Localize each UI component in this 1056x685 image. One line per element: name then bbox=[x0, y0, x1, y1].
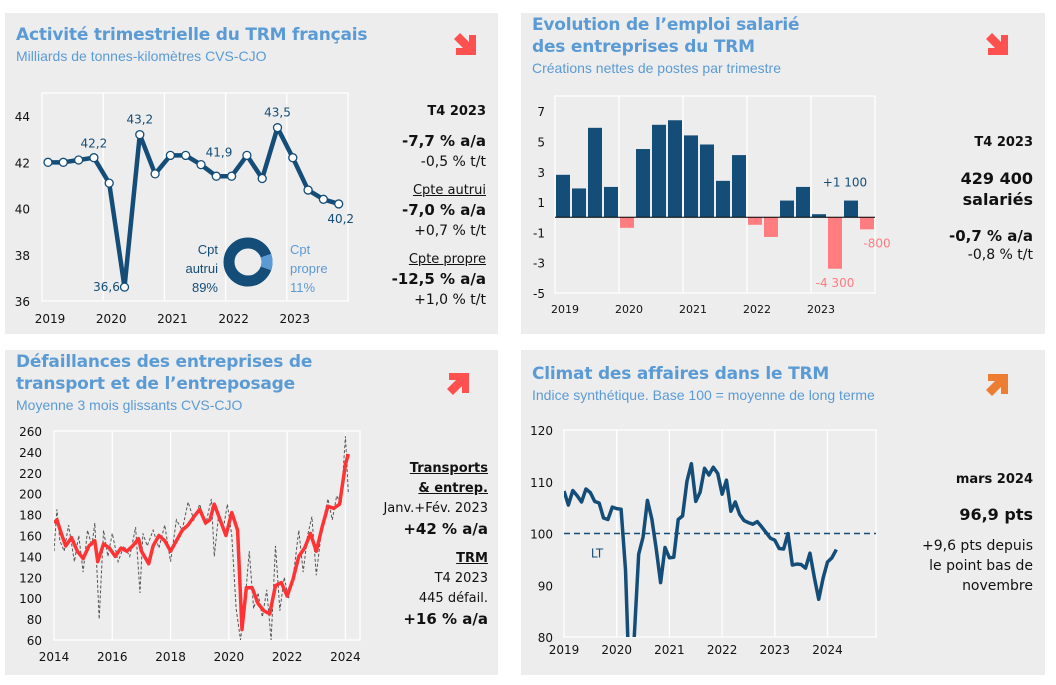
autrui-qoq: +0,7 % t/t bbox=[414, 223, 486, 239]
total-qoq: -0,5 % t/t bbox=[420, 154, 486, 170]
propre-yoy: -12,5 % a/a bbox=[391, 270, 486, 288]
donut-propre-line-1: Cpt bbox=[290, 242, 311, 257]
period-label: mars 2024 bbox=[955, 472, 1033, 487]
panel-activity: Activité trimestrielle du TRM français M… bbox=[5, 13, 498, 334]
employment-summary: T4 2023 429 400 salariés -0,7 % a/a -0,8… bbox=[949, 135, 1033, 264]
donut-propre-line-2: propre bbox=[290, 261, 328, 276]
sector-period: Janv.+Fév. 2023 bbox=[383, 501, 488, 516]
climate-summary: mars 2024 96,9 pts +9,6 pts depuis le po… bbox=[922, 472, 1033, 596]
panel-title: Climat des affaires dans le TRM bbox=[532, 364, 830, 384]
sector-label-1: Transports bbox=[409, 461, 488, 476]
propre-label: Cpte propre bbox=[408, 252, 486, 267]
donut-autrui-line-1: Cpt bbox=[197, 242, 218, 257]
donut-label-autrui: Cpt autrui 89% bbox=[170, 240, 218, 297]
climate-note-2: le point bas de bbox=[929, 558, 1033, 574]
panel-title-line-2: des entreprises du TRM bbox=[532, 37, 755, 57]
climate-value: 96,9 pts bbox=[959, 505, 1033, 524]
panel-subtitle: Créations nettes de postes par trimestre bbox=[532, 60, 782, 76]
employee-unit: salariés bbox=[962, 190, 1033, 209]
period-label: T4 2023 bbox=[974, 135, 1033, 150]
climate-note-1: +9,6 pts depuis bbox=[921, 538, 1033, 554]
sector-yoy: +42 % a/a bbox=[403, 520, 488, 538]
panel-climate: Climat des affaires dans le TRM Indice s… bbox=[521, 350, 1045, 675]
total-yoy: -7,7 % a/a bbox=[402, 132, 486, 150]
panel-subtitle: Moyenne 3 mois glissants CVS-CJO bbox=[16, 397, 243, 413]
panel-failures: Défaillances des entreprises de transpor… bbox=[5, 350, 498, 675]
arrow-down-right-icon bbox=[454, 33, 476, 55]
donut-autrui-pct: 89% bbox=[191, 280, 218, 295]
arrow-down-right-icon bbox=[986, 33, 1008, 55]
panel-subtitle: Indice synthétique. Base 100 = moyenne d… bbox=[532, 387, 875, 403]
climate-note-3: novembre bbox=[962, 578, 1033, 594]
sector-label-2: & entrep. bbox=[418, 481, 488, 496]
propre-qoq: +1,0 % t/t bbox=[414, 292, 486, 308]
trm-yoy: +16 % a/a bbox=[403, 610, 488, 628]
panel-title-line-1: Evolution de l’emploi salarié bbox=[532, 15, 800, 35]
autrui-label: Cpte autrui bbox=[412, 183, 486, 198]
trm-period: T4 2023 bbox=[434, 571, 488, 586]
trm-label: TRM bbox=[456, 551, 488, 566]
donut-label-propre: Cpt propre 11% bbox=[290, 240, 340, 297]
autrui-yoy: -7,0 % a/a bbox=[402, 201, 486, 219]
arrow-up-right-icon bbox=[986, 374, 1008, 396]
employment-yoy: -0,7 % a/a bbox=[949, 227, 1033, 245]
activity-summary: T4 2023 -7,7 % a/a -0,5 % t/t Cpte autru… bbox=[392, 101, 486, 311]
employment-qoq: -0,8 % t/t bbox=[967, 247, 1033, 263]
panel-title: Activité trimestrielle du TRM français bbox=[16, 25, 368, 45]
panel-title-line-2: transport et de l’entreposage bbox=[16, 374, 295, 394]
failures-summary: Transports & entrep. Janv.+Fév. 2023 +42… bbox=[383, 459, 488, 629]
period-label: T4 2023 bbox=[427, 104, 486, 119]
panel-employment: Evolution de l’emploi salarié des entrep… bbox=[521, 13, 1045, 334]
panel-title-line-1: Défaillances des entreprises de bbox=[16, 352, 313, 372]
donut-propre-pct: 11% bbox=[290, 280, 316, 295]
panel-subtitle: Milliards de tonnes-kilomètres CVS-CJO bbox=[16, 48, 267, 64]
arrow-up-right-icon bbox=[447, 373, 469, 395]
donut-autrui-line-2: autrui bbox=[185, 261, 218, 276]
employee-count: 429 400 bbox=[960, 169, 1033, 188]
trm-count: 445 défail. bbox=[418, 591, 488, 606]
